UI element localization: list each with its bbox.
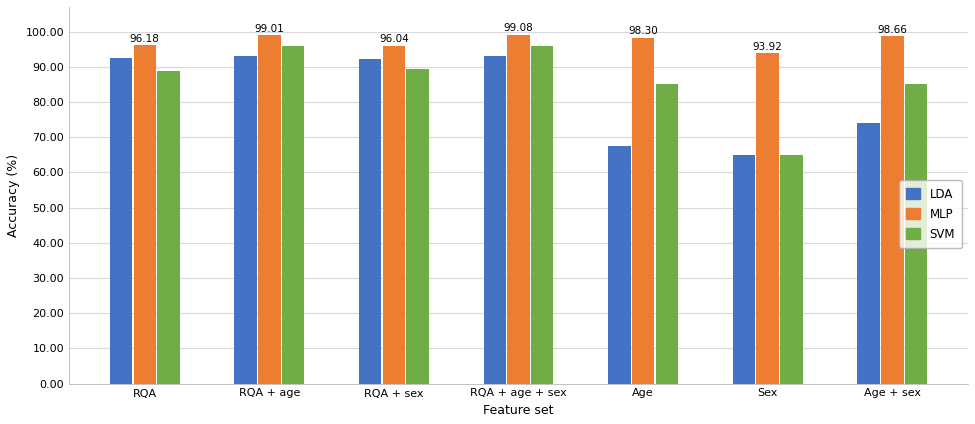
- Bar: [134, 45, 156, 384]
- Text: 98.30: 98.30: [628, 26, 658, 36]
- Y-axis label: Accuracy (%): Accuracy (%): [7, 154, 20, 237]
- Text: 93.92: 93.92: [753, 42, 783, 52]
- Bar: [407, 69, 429, 384]
- Bar: [282, 46, 304, 384]
- Bar: [531, 46, 554, 384]
- Text: 96.18: 96.18: [130, 33, 160, 44]
- Bar: [780, 155, 802, 384]
- Bar: [383, 45, 406, 384]
- X-axis label: Feature set: Feature set: [484, 404, 554, 417]
- Text: 96.04: 96.04: [379, 34, 409, 44]
- Bar: [234, 56, 256, 384]
- Bar: [905, 84, 927, 384]
- Bar: [157, 71, 179, 384]
- Bar: [655, 84, 678, 384]
- Bar: [110, 58, 133, 384]
- Text: 99.01: 99.01: [254, 24, 284, 33]
- Bar: [857, 123, 879, 384]
- Text: 99.08: 99.08: [504, 23, 533, 33]
- Bar: [359, 59, 381, 384]
- Bar: [632, 38, 654, 384]
- Bar: [881, 36, 904, 384]
- Bar: [258, 35, 281, 384]
- Legend: LDA, MLP, SVM: LDA, MLP, SVM: [899, 181, 962, 248]
- Bar: [507, 35, 529, 384]
- Bar: [484, 56, 506, 384]
- Text: 98.66: 98.66: [878, 25, 908, 35]
- Bar: [757, 53, 779, 384]
- Bar: [733, 155, 756, 384]
- Bar: [608, 146, 631, 384]
